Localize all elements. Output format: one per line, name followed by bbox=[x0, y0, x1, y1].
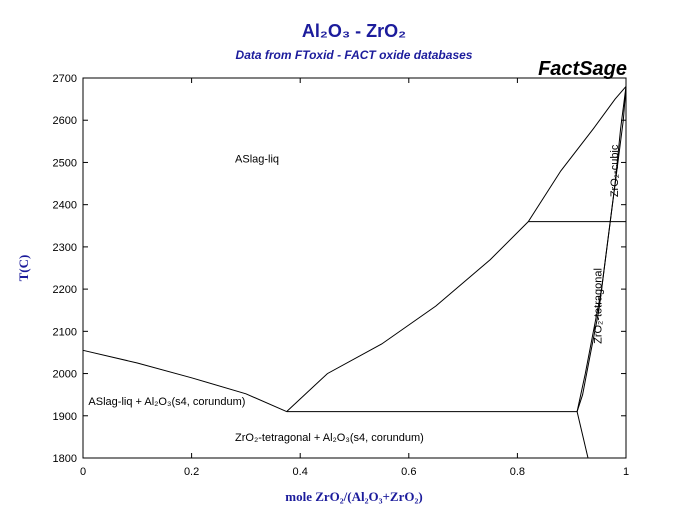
x-tick-label: 0 bbox=[80, 466, 86, 478]
y-tick-label: 1800 bbox=[53, 453, 77, 465]
phase-labels: ASlag-liq ASlag-liq + Al₂O₃(s4, corundum)… bbox=[88, 144, 620, 444]
y-tick-label: 2200 bbox=[53, 284, 77, 296]
x-tick-label: 0.8 bbox=[510, 466, 525, 478]
y-axis-label: T(C) bbox=[16, 255, 31, 282]
phase-boundary-line bbox=[286, 221, 529, 412]
phase-boundary-line bbox=[576, 86, 627, 412]
y-tick-label: 2000 bbox=[53, 369, 77, 381]
y-tick-label: 2100 bbox=[53, 326, 77, 338]
phase-label: ASlag-liq bbox=[235, 153, 279, 165]
phase-boundary-line bbox=[576, 86, 627, 412]
chart-subtitle: Data from FToxid - FACT oxide databases bbox=[236, 48, 473, 62]
phase-label: ASlag-liq + Al₂O₃(s4, corundum) bbox=[88, 396, 245, 408]
x-tick-label: 1 bbox=[623, 466, 629, 478]
phase-label: ZrO₂-tetragonal bbox=[593, 268, 605, 344]
x-axis: 0 0.2 0.4 0.6 0.8 1 bbox=[80, 78, 629, 478]
brand-logo: FactSage bbox=[538, 58, 627, 80]
y-tick-label: 2400 bbox=[53, 200, 77, 212]
x-axis-label: mole ZrO₂/(Al₂O₃+ZrO₂) bbox=[285, 489, 422, 504]
phase-label: ZrO₂-cubic bbox=[609, 144, 621, 197]
x-tick-label: 0.6 bbox=[401, 466, 416, 478]
chart-title: Al₂O₃ - ZrO₂ bbox=[302, 21, 406, 41]
phase-boundaries bbox=[82, 86, 627, 459]
y-tick-label: 1900 bbox=[53, 411, 77, 423]
y-axis: 1800 1900 2000 2100 2200 2300 2400 2500 2600 2700 bbox=[53, 73, 626, 465]
y-tick-label: 2700 bbox=[53, 73, 77, 85]
phase-label: ZrO₂-tetragonal + Al₂O₃(s4, corundum) bbox=[235, 432, 424, 444]
phase-boundary-line bbox=[82, 349, 287, 413]
x-tick-label: 0.2 bbox=[184, 466, 199, 478]
plot-frame bbox=[82, 77, 627, 459]
phase-boundary-line bbox=[576, 411, 589, 459]
phase-boundary-line bbox=[527, 86, 627, 222]
y-tick-label: 2600 bbox=[53, 115, 77, 127]
y-tick-label: 2500 bbox=[53, 157, 77, 169]
y-tick-label: 2300 bbox=[53, 242, 77, 254]
x-tick-label: 0.4 bbox=[293, 466, 308, 478]
